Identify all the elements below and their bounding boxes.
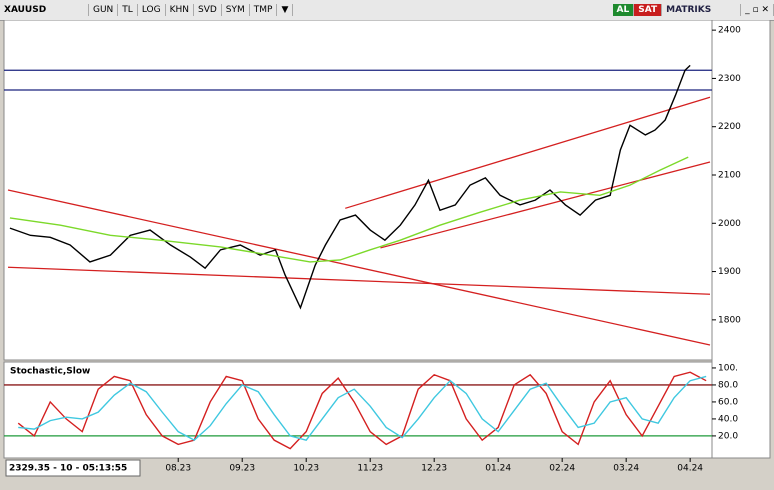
chart: Stochastic,Slow 2329.35 - 10 - 05:13:55 … bbox=[3, 20, 771, 477]
y-tick-label: 1800 bbox=[718, 315, 741, 325]
y-tick-label: 2300 bbox=[718, 74, 741, 84]
status: 2329.35 - 10 - 05:13:55 bbox=[9, 464, 127, 474]
series-line bbox=[18, 375, 707, 442]
x-tick-label: 09.23 bbox=[229, 464, 255, 474]
series-line bbox=[9, 64, 691, 310]
toolbar: XAUUSD GUN TL LOG KHN SVD SYM TMP ▼ AL S… bbox=[0, 0, 774, 21]
x-tick-label: 10.23 bbox=[293, 464, 319, 474]
trend-line bbox=[7, 266, 711, 295]
series-line bbox=[17, 371, 707, 450]
y-tick-label: 60.0 bbox=[718, 397, 738, 407]
panel-title: Stochastic,Slow bbox=[10, 367, 90, 377]
trend-line bbox=[345, 96, 711, 209]
y-tick-label: 2200 bbox=[718, 122, 741, 132]
x-tick-label: 08.23 bbox=[165, 464, 191, 474]
symbol[interactable]: XAUUSD bbox=[0, 4, 89, 16]
sell-button[interactable]: SAT bbox=[634, 4, 663, 16]
x-tick-label: 04.24 bbox=[677, 464, 703, 474]
x-tick-label: 02.24 bbox=[549, 464, 575, 474]
price-panel bbox=[3, 20, 713, 361]
series-line bbox=[9, 156, 689, 263]
y-tick-label: 1900 bbox=[718, 267, 741, 277]
x-tick-label: 12.23 bbox=[421, 464, 447, 474]
status-box bbox=[5, 459, 141, 477]
x-tick-label: 01.24 bbox=[485, 464, 511, 474]
btn[interactable]: SYM bbox=[222, 4, 250, 16]
y-tick-label: 80.0 bbox=[718, 380, 738, 390]
x-tick-label: 03.24 bbox=[613, 464, 639, 474]
y-tick-label: 2100 bbox=[718, 170, 741, 180]
btn[interactable]: LOG bbox=[138, 4, 166, 16]
price-axis bbox=[711, 20, 771, 459]
brand: MATRIKS bbox=[662, 4, 742, 16]
y-tick-label: 20.0 bbox=[718, 431, 738, 441]
btn[interactable]: TL bbox=[118, 4, 138, 16]
btn[interactable]: KHN bbox=[166, 4, 194, 16]
trend-line bbox=[7, 189, 711, 346]
y-tick-label: 100. bbox=[718, 363, 738, 373]
btn[interactable]: SVD bbox=[194, 4, 222, 16]
y-tick-label: 2400 bbox=[718, 26, 741, 36]
dropdown[interactable]: ▼ bbox=[277, 4, 294, 16]
y-tick-label: 40.0 bbox=[718, 414, 738, 424]
window-buttons[interactable]: _ ▫ ✕ bbox=[741, 4, 774, 16]
x-tick-label: 11.23 bbox=[357, 464, 383, 474]
trend-line bbox=[380, 161, 711, 249]
btn[interactable]: TMP bbox=[250, 4, 278, 16]
buy-button[interactable]: AL bbox=[612, 4, 635, 16]
y-tick-label: 2000 bbox=[718, 219, 741, 229]
btn[interactable]: GUN bbox=[89, 4, 119, 16]
